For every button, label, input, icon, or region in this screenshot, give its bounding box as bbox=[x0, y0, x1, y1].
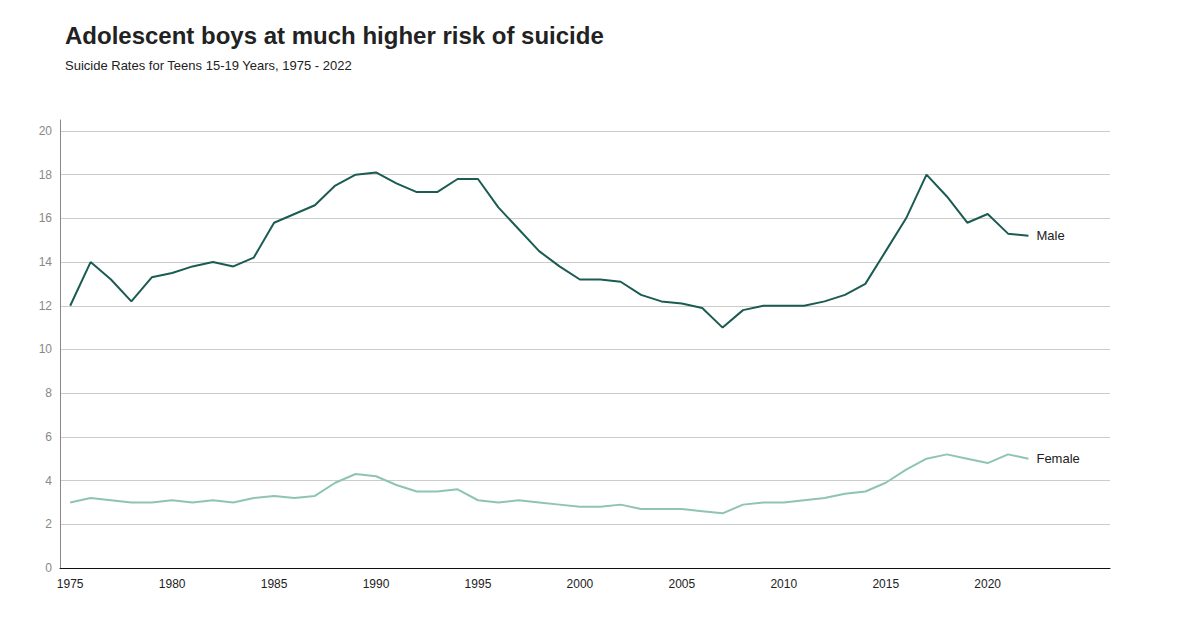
svg-text:18: 18 bbox=[39, 168, 53, 182]
svg-text:12: 12 bbox=[39, 299, 53, 313]
svg-text:20: 20 bbox=[39, 124, 53, 138]
svg-text:10: 10 bbox=[39, 342, 53, 356]
svg-text:Suicide Rates for Teens 15-19: Suicide Rates for Teens 15-19 Years, 197… bbox=[65, 58, 352, 73]
svg-text:2015: 2015 bbox=[872, 577, 899, 591]
svg-text:2010: 2010 bbox=[770, 577, 797, 591]
svg-text:4: 4 bbox=[45, 474, 52, 488]
svg-text:Male: Male bbox=[1036, 228, 1064, 243]
svg-text:2000: 2000 bbox=[567, 577, 594, 591]
svg-text:1995: 1995 bbox=[465, 577, 492, 591]
svg-text:6: 6 bbox=[45, 430, 52, 444]
svg-text:1980: 1980 bbox=[159, 577, 186, 591]
svg-text:Female: Female bbox=[1036, 451, 1079, 466]
svg-text:Adolescent boys at much higher: Adolescent boys at much higher risk of s… bbox=[65, 22, 604, 49]
svg-text:2: 2 bbox=[45, 517, 52, 531]
svg-text:1985: 1985 bbox=[261, 577, 288, 591]
svg-text:0: 0 bbox=[45, 561, 52, 575]
svg-text:2005: 2005 bbox=[668, 577, 695, 591]
svg-text:14: 14 bbox=[39, 255, 53, 269]
svg-text:8: 8 bbox=[45, 386, 52, 400]
svg-text:16: 16 bbox=[39, 211, 53, 225]
svg-text:1990: 1990 bbox=[363, 577, 390, 591]
svg-text:1975: 1975 bbox=[57, 577, 84, 591]
svg-text:2020: 2020 bbox=[974, 577, 1001, 591]
